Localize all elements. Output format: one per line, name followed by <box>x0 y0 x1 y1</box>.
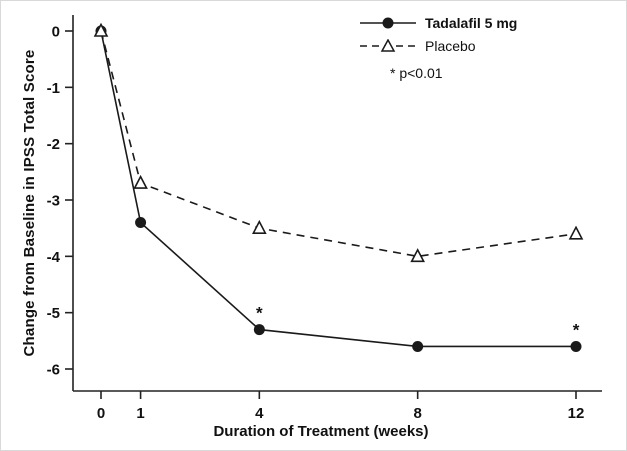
y-tick-label: 0 <box>52 24 60 41</box>
legend-label-placebo: Placebo <box>425 38 476 54</box>
legend: Tadalafil 5 mg Placebo <box>359 14 517 55</box>
y-tick-label: -6 <box>47 362 60 379</box>
y-tick-label: -1 <box>47 80 60 97</box>
x-axis-label: Duration of Treatment (weeks) <box>213 423 429 440</box>
open-triangle-marker <box>93 22 109 37</box>
open-triangle-marker <box>568 225 584 240</box>
y-tick-label: -3 <box>47 193 60 210</box>
filled-circle-marker <box>570 340 582 352</box>
p-value-note: * p<0.01 <box>390 65 443 81</box>
x-tick-label: 12 <box>568 405 585 422</box>
open-triangle-marker <box>410 248 425 263</box>
x-tick-label: 4 <box>255 405 264 422</box>
x-tick-label: 8 <box>413 405 421 422</box>
filled-circle-line-sample-icon <box>360 17 416 29</box>
x-tick-label: 1 <box>136 405 144 422</box>
filled-circle-marker <box>412 340 424 352</box>
y-tick-label: -2 <box>47 136 60 153</box>
placebo-series-line <box>100 30 577 258</box>
significance-asterisk: * <box>256 304 263 323</box>
y-axis-label: Change from Baseline in IPSS Total Score <box>21 49 38 357</box>
filled-circle-marker <box>253 324 265 336</box>
significance-asterisk: * <box>573 320 580 339</box>
open-triangle-dashed-line-sample-icon <box>360 39 416 52</box>
open-triangle-marker <box>133 174 148 189</box>
tadalafil-5-mg-series-line <box>100 30 576 348</box>
y-tick-label: -4 <box>47 249 61 266</box>
filled-circle-marker <box>135 217 147 229</box>
x-tick-label: 0 <box>97 405 105 422</box>
legend-label-tadalafil: Tadalafil 5 mg <box>425 15 518 31</box>
legend-item-tadalafil: Tadalafil 5 mg <box>359 14 517 32</box>
open-triangle-marker <box>252 219 267 234</box>
legend-item-placebo: Placebo <box>359 37 517 55</box>
y-tick-label: -5 <box>47 305 60 322</box>
